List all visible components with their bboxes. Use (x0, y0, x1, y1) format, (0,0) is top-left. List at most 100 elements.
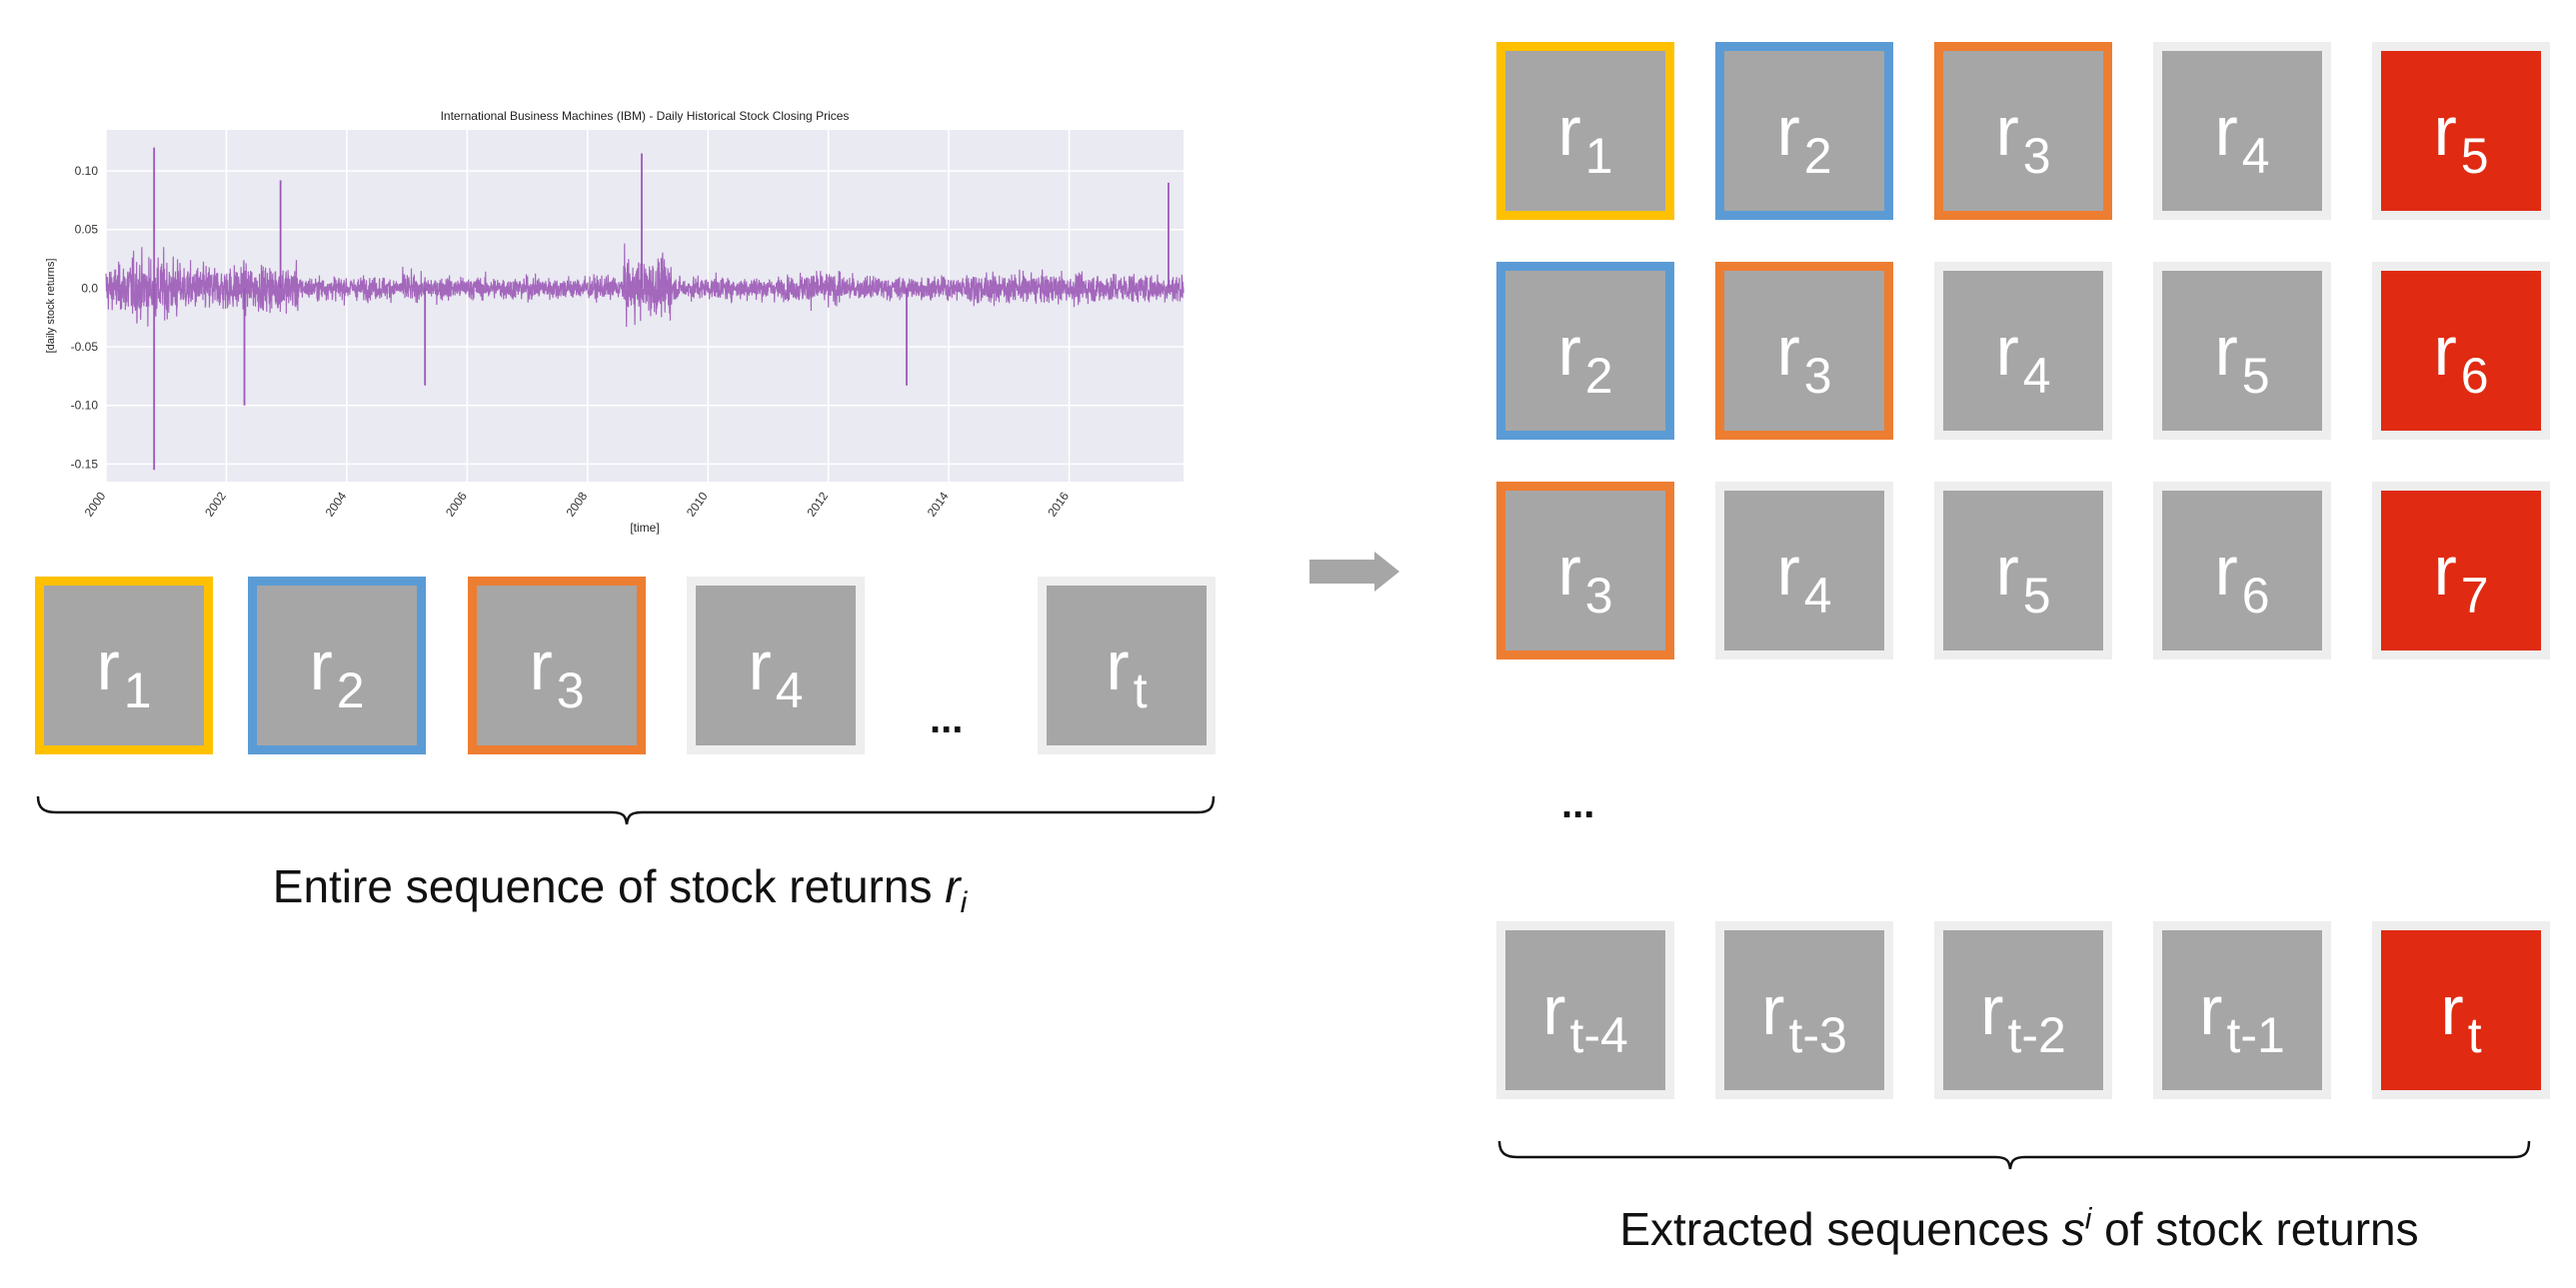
left-box-5-sub: t (1133, 662, 1148, 718)
seq-1-box-5-main: r (2433, 92, 2457, 170)
x-tick-label: 2010 (684, 489, 711, 519)
seq-1-box-5-label: r5 (2433, 96, 2488, 181)
seq-2-box-5: r6 (2372, 262, 2550, 440)
seq-4-box-2: rt-3 (1715, 921, 1893, 1099)
x-tick-label: 2016 (1045, 489, 1072, 519)
seq-1-box-4-label: r4 (2214, 96, 2269, 181)
left-box-3-main: r (529, 627, 553, 704)
seq-2-box-1-main: r (1557, 312, 1581, 390)
left-box-4: r4 (687, 577, 865, 754)
right-caption-var: s (2061, 1203, 2085, 1255)
seq-3-box-3: r5 (1934, 482, 2112, 659)
y-tick-label: -0.15 (71, 457, 99, 471)
left-box-2-label: r2 (309, 631, 364, 715)
left-caption-var: r (945, 860, 961, 912)
seq-2-box-3: r4 (1934, 262, 2112, 440)
seq-2-box-2-label: r3 (1776, 316, 1831, 401)
seq-4-box-5-main: r (2440, 971, 2464, 1049)
seq-1-box-5-sub: 5 (2460, 128, 2489, 184)
seq-1-box-3: r3 (1934, 42, 2112, 220)
seq-3-box-2: r4 (1715, 482, 1893, 659)
right-brace (1497, 1140, 2531, 1170)
returns-chart: 2000 2002 2004 2006 2008 2010 2012 2014 2016 0.10… (40, 100, 1200, 550)
x-tick-label: 2006 (443, 489, 470, 519)
x-tick-label: 2012 (804, 489, 831, 519)
seq-3-box-1: r3 (1496, 482, 1674, 659)
seq-4-box-5: rt (2372, 921, 2550, 1099)
y-tick-label: 0.0 (81, 281, 98, 295)
left-caption: Entire sequence of stock returns ri (40, 859, 1200, 920)
seq-2-box-1-label: r2 (1557, 316, 1612, 401)
right-caption: Extracted sequences si of stock returns (1489, 1202, 2549, 1256)
seq-1-box-2: r2 (1715, 42, 1893, 220)
left-box-1-label: r1 (96, 631, 151, 715)
seq-4-box-2-label: rt-3 (1761, 975, 1847, 1060)
seq-4-box-5-sub: t (2467, 1007, 2482, 1063)
seq-2-box-3-label: r4 (1995, 316, 2050, 401)
seq-2-box-1-sub: 2 (1584, 348, 1613, 404)
seq-2-box-3-sub: 4 (2022, 348, 2051, 404)
seq-2-box-2-main: r (1776, 312, 1800, 390)
returns-series-line (105, 243, 1185, 328)
seq-1-box-2-main: r (1776, 92, 1800, 170)
seq-4-box-1: rt-4 (1496, 921, 1674, 1099)
left-box-3-sub: 3 (556, 662, 585, 718)
seq-4-box-1-sub: t-4 (1569, 1007, 1628, 1063)
seq-2-box-5-sub: 6 (2460, 348, 2489, 404)
returns-chart-svg: 2000 2002 2004 2006 2008 2010 2012 2014 2016 0.10… (45, 109, 1185, 535)
seq-3-box-1-main: r (1557, 532, 1581, 610)
y-tick-label: -0.05 (71, 340, 99, 354)
right-caption-sup: i (2084, 1202, 2092, 1236)
left-box-4-main: r (748, 627, 772, 704)
seq-3-box-4-main: r (2214, 532, 2238, 610)
seq-2-box-4-main: r (2214, 312, 2238, 390)
right-ellipsis: ... (1561, 782, 1595, 826)
seq-4-box-5-label: rt (2440, 975, 2481, 1060)
seq-4-box-4-main: r (2199, 971, 2223, 1049)
seq-1-box-4: r4 (2153, 42, 2331, 220)
seq-3-box-1-sub: 3 (1584, 568, 1613, 624)
left-box-5: rt (1038, 577, 1216, 754)
x-tick-label: 2000 (82, 489, 109, 519)
seq-2-box-4-label: r5 (2214, 316, 2269, 401)
seq-4-box-4-sub: t-1 (2226, 1007, 2285, 1063)
left-box-2-main: r (309, 627, 333, 704)
x-tick-label: 2014 (925, 489, 952, 519)
seq-1-box-1-sub: 1 (1584, 128, 1613, 184)
x-tick-label: 2002 (202, 489, 229, 519)
y-tick-label: -0.10 (71, 399, 99, 413)
left-box-2-sub: 2 (336, 662, 365, 718)
left-box-4-sub: 4 (775, 662, 804, 718)
seq-4-box-4: rt-1 (2153, 921, 2331, 1099)
seq-3-box-2-label: r4 (1776, 536, 1831, 621)
seq-3-box-3-sub: 5 (2022, 568, 2051, 624)
seq-3-box-5: r7 (2372, 482, 2550, 659)
seq-2-box-2: r3 (1715, 262, 1893, 440)
left-ellipsis: ... (930, 697, 964, 741)
seq-4-box-2-main: r (1761, 971, 1785, 1049)
seq-1-box-2-label: r2 (1776, 96, 1831, 181)
seq-4-box-2-sub: t-3 (1788, 1007, 1847, 1063)
seq-3-box-4-sub: 6 (2241, 568, 2270, 624)
seq-1-box-4-sub: 4 (2241, 128, 2270, 184)
left-caption-text: Entire sequence of stock returns (272, 860, 946, 912)
seq-2-box-2-sub: 3 (1803, 348, 1832, 404)
seq-3-box-5-main: r (2433, 532, 2457, 610)
seq-4-box-3-label: rt-2 (1980, 975, 2066, 1060)
y-axis-label: [daily stock returns] (45, 259, 57, 354)
seq-4-box-3: rt-2 (1934, 921, 2112, 1099)
left-brace (36, 795, 1216, 825)
x-tick-label: 2004 (323, 489, 350, 519)
seq-2-box-4: r5 (2153, 262, 2331, 440)
left-box-1-main: r (96, 627, 120, 704)
y-tick-label: 0.10 (75, 164, 99, 178)
seq-1-box-3-sub: 3 (2022, 128, 2051, 184)
seq-3-box-2-main: r (1776, 532, 1800, 610)
seq-1-box-1-main: r (1557, 92, 1581, 170)
seq-1-box-3-label: r3 (1995, 96, 2050, 181)
x-axis-label: [time] (630, 521, 659, 535)
seq-3-box-5-label: r7 (2433, 536, 2488, 621)
right-arrow-icon (1309, 552, 1399, 592)
seq-3-box-4-label: r6 (2214, 536, 2269, 621)
seq-3-box-1-label: r3 (1557, 536, 1612, 621)
